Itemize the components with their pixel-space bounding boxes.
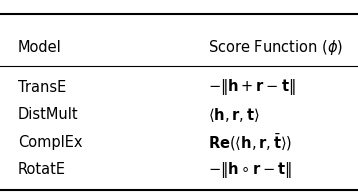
Text: Score Function ($\phi$): Score Function ($\phi$) (208, 38, 343, 56)
Text: ComplEx: ComplEx (18, 135, 82, 150)
Text: RotatE: RotatE (18, 162, 66, 177)
Text: DistMult: DistMult (18, 107, 78, 122)
Text: TransE: TransE (18, 80, 66, 95)
Text: $-\|\mathbf{h} \circ \mathbf{r} - \mathbf{t}\|$: $-\|\mathbf{h} \circ \mathbf{r} - \mathb… (208, 160, 292, 180)
Text: $\mathbf{Re}(\langle \mathbf{h}, \mathbf{r}, \bar{\mathbf{t}} \rangle)$: $\mathbf{Re}(\langle \mathbf{h}, \mathbf… (208, 132, 292, 153)
Text: Model: Model (18, 40, 62, 54)
Text: $-\|\mathbf{h} + \mathbf{r} - \mathbf{t}\|$: $-\|\mathbf{h} + \mathbf{r} - \mathbf{t}… (208, 77, 295, 97)
Text: $\langle \mathbf{h}, \mathbf{r}, \mathbf{t} \rangle$: $\langle \mathbf{h}, \mathbf{r}, \mathbf… (208, 106, 259, 124)
